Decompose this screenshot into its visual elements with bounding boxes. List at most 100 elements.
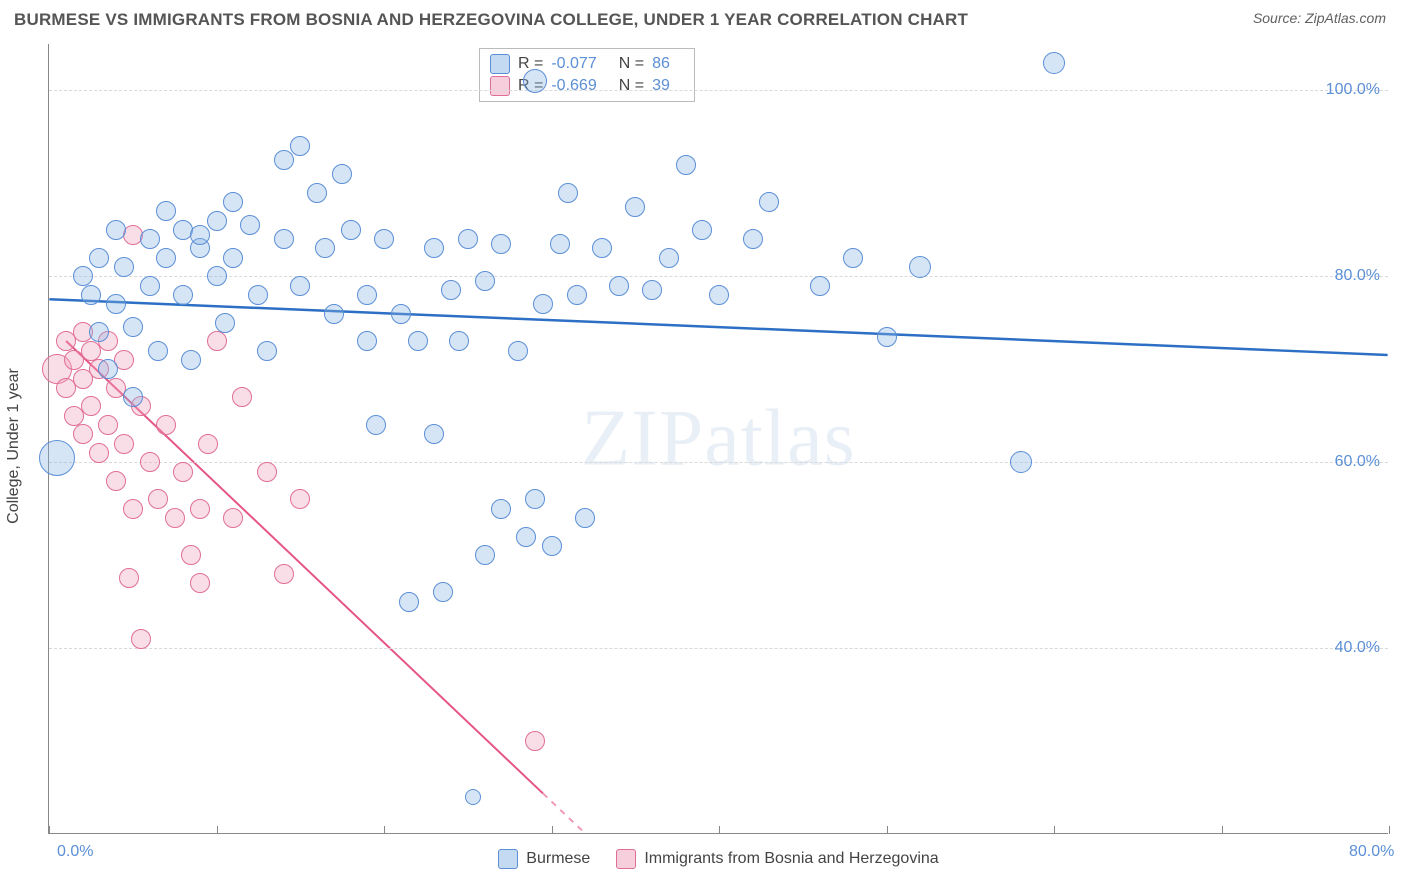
- data-point: [89, 322, 109, 342]
- data-point: [424, 424, 444, 444]
- data-point: [274, 229, 294, 249]
- data-point: [148, 341, 168, 361]
- x-tick: [384, 826, 385, 834]
- data-point: [743, 229, 763, 249]
- data-point: [625, 197, 645, 217]
- data-point: [119, 568, 139, 588]
- data-point: [357, 331, 377, 351]
- data-point: [592, 238, 612, 258]
- chart-title: BURMESE VS IMMIGRANTS FROM BOSNIA AND HE…: [14, 10, 968, 30]
- data-point: [408, 331, 428, 351]
- data-point: [123, 317, 143, 337]
- data-point: [98, 415, 118, 435]
- data-point: [114, 434, 134, 454]
- data-point: [190, 225, 210, 245]
- data-point: [274, 150, 294, 170]
- legend-row: R = -0.077 N = 86: [490, 53, 684, 75]
- data-point: [223, 508, 243, 528]
- data-point: [315, 238, 335, 258]
- data-point: [558, 183, 578, 203]
- data-point: [223, 248, 243, 268]
- data-point: [140, 229, 160, 249]
- data-point: [441, 280, 461, 300]
- data-point: [106, 294, 126, 314]
- series-legend: Burmese Immigrants from Bosnia and Herzeg…: [49, 849, 1388, 869]
- y-tick-label: 60.0%: [1335, 453, 1380, 471]
- x-tick: [719, 826, 720, 834]
- x-tick-label: 80.0%: [1349, 843, 1394, 861]
- x-tick: [887, 826, 888, 834]
- data-point: [307, 183, 327, 203]
- data-point: [433, 582, 453, 602]
- data-point: [290, 489, 310, 509]
- data-point: [290, 136, 310, 156]
- data-point: [550, 234, 570, 254]
- data-point: [659, 248, 679, 268]
- legend-swatch: [490, 76, 510, 96]
- x-tick: [1389, 826, 1390, 834]
- data-point: [181, 545, 201, 565]
- data-point: [391, 304, 411, 324]
- data-point: [248, 285, 268, 305]
- data-point: [525, 489, 545, 509]
- data-point: [324, 304, 344, 324]
- legend-item: Burmese: [498, 849, 590, 869]
- data-point: [207, 331, 227, 351]
- data-point: [106, 471, 126, 491]
- data-point: [759, 192, 779, 212]
- data-point: [692, 220, 712, 240]
- data-point: [173, 285, 193, 305]
- legend-swatch: [616, 849, 636, 869]
- data-point: [81, 285, 101, 305]
- data-point: [73, 266, 93, 286]
- x-tick: [1222, 826, 1223, 834]
- data-point: [89, 443, 109, 463]
- data-point: [131, 629, 151, 649]
- gridline: [49, 276, 1388, 277]
- data-point: [676, 155, 696, 175]
- legend-swatch: [490, 54, 510, 74]
- y-tick-label: 40.0%: [1335, 639, 1380, 657]
- data-point: [709, 285, 729, 305]
- data-point: [207, 211, 227, 231]
- data-point: [366, 415, 386, 435]
- data-point: [190, 499, 210, 519]
- data-point: [458, 229, 478, 249]
- data-point: [89, 248, 109, 268]
- data-point: [877, 327, 897, 347]
- data-point: [491, 499, 511, 519]
- data-point: [98, 359, 118, 379]
- data-point: [140, 452, 160, 472]
- data-point: [475, 545, 495, 565]
- data-point: [508, 341, 528, 361]
- data-point: [516, 527, 536, 547]
- data-point: [290, 276, 310, 296]
- data-point: [274, 564, 294, 584]
- y-tick-label: 80.0%: [1335, 267, 1380, 285]
- data-point: [73, 424, 93, 444]
- legend-item: Immigrants from Bosnia and Herzegovina: [616, 849, 938, 869]
- data-point: [106, 220, 126, 240]
- data-point: [156, 415, 176, 435]
- x-tick: [217, 826, 218, 834]
- x-tick: [49, 826, 50, 834]
- data-point: [232, 387, 252, 407]
- correlation-legend: R = -0.077 N = 86 R = -0.669 N = 39: [479, 48, 695, 102]
- data-point: [642, 280, 662, 300]
- data-point: [399, 592, 419, 612]
- data-point: [475, 271, 495, 291]
- data-point: [240, 215, 260, 235]
- data-point: [609, 276, 629, 296]
- data-point: [843, 248, 863, 268]
- data-point: [465, 789, 481, 805]
- data-point: [1043, 52, 1065, 74]
- data-point: [533, 294, 553, 314]
- data-point: [575, 508, 595, 528]
- data-point: [39, 440, 75, 476]
- trend-lines: [49, 44, 1388, 833]
- data-point: [140, 276, 160, 296]
- data-point: [357, 285, 377, 305]
- data-point: [567, 285, 587, 305]
- x-tick-label: 0.0%: [57, 843, 93, 861]
- data-point: [207, 266, 227, 286]
